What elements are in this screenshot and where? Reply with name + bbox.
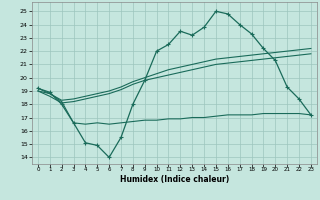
- X-axis label: Humidex (Indice chaleur): Humidex (Indice chaleur): [120, 175, 229, 184]
